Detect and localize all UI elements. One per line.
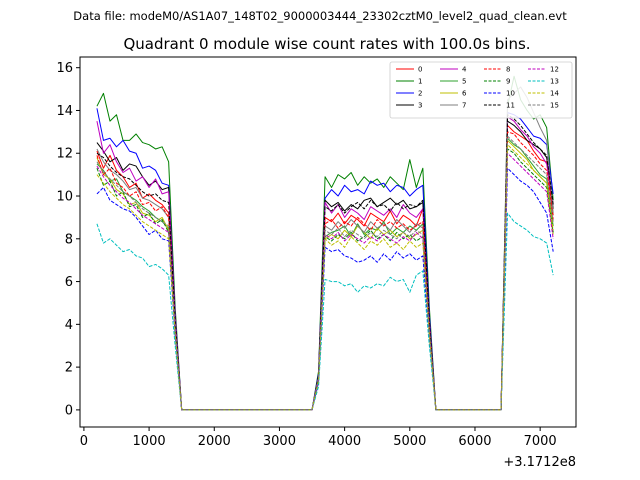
suptitle: Data file: modeM0/AS1A07_148T02_90000034… (73, 9, 567, 23)
x-tick-label: 6000 (458, 434, 491, 449)
series-line-module-15 (96, 135, 554, 411)
legend-label-module-13: 13 (550, 78, 559, 86)
series-line-module-14 (96, 144, 554, 411)
x-tick-label: 3000 (263, 434, 296, 449)
legend-label-module-14: 14 (550, 90, 559, 98)
y-tick-label: 0 (65, 403, 73, 418)
legend-label-module-9: 9 (506, 78, 510, 86)
x-tick-label: 0 (80, 434, 88, 449)
y-tick-label: 16 (56, 61, 73, 76)
x-tick-label: 1000 (133, 434, 166, 449)
legend-label-module-11: 11 (506, 102, 515, 110)
series-layer (96, 75, 554, 411)
x-tick-label: 5000 (393, 434, 426, 449)
y-tick-label: 4 (65, 318, 73, 333)
legend-label-module-7: 7 (462, 102, 466, 110)
legend-label-module-1: 1 (418, 78, 422, 86)
legend-label-module-3: 3 (418, 102, 422, 110)
legend-label-module-5: 5 (462, 78, 466, 86)
y-tick-label: 12 (56, 147, 73, 162)
legend-frame (389, 61, 573, 119)
y-tick-label: 14 (56, 104, 73, 119)
x-tick-label: 7000 (524, 434, 557, 449)
y-tick-label: 6 (65, 275, 73, 290)
legend-label-module-10: 10 (506, 90, 515, 98)
legend-label-module-6: 6 (462, 90, 467, 98)
x-offset-label: +3.1712e8 (503, 455, 576, 470)
y-tick-label: 2 (65, 361, 73, 376)
legend-label-module-4: 4 (462, 66, 467, 74)
chart-title: Quadrant 0 module wise count rates with … (123, 35, 530, 53)
legend-label-module-2: 2 (418, 90, 422, 98)
ticks-layer: 0 1000 2000 3000 4000 5000 6000 700002468101214… (56, 61, 556, 449)
x-tick-label: 2000 (198, 434, 231, 449)
legend-label-module-8: 8 (506, 66, 510, 74)
legend-label-module-0: 0 (418, 66, 422, 74)
plot-area-frame (79, 56, 577, 428)
x-tick-label: 4000 (328, 434, 361, 449)
legend-label-module-15: 15 (550, 102, 559, 110)
y-tick-label: 10 (56, 190, 73, 205)
legend-label-module-12: 12 (550, 66, 559, 74)
y-tick-label: 8 (65, 232, 73, 247)
